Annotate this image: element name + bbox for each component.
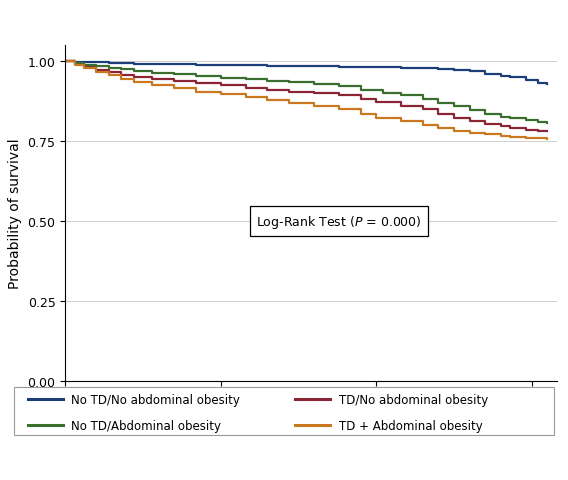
Text: Medscape: Medscape <box>10 454 81 467</box>
Text: Source: J Clin Endocrinol Metab © 2017 Endocrine Society: Source: J Clin Endocrinol Metab © 2017 E… <box>296 456 559 465</box>
Text: TD + Abdominal obesity: TD + Abdominal obesity <box>339 419 482 432</box>
Text: No TD/No abdominal obesity: No TD/No abdominal obesity <box>72 393 240 406</box>
Y-axis label: Probability of survival: Probability of survival <box>8 138 22 289</box>
Text: No TD/Abdominal obesity: No TD/Abdominal obesity <box>72 419 222 432</box>
Text: TD/No abdominal obesity: TD/No abdominal obesity <box>339 393 488 406</box>
X-axis label: Follow-up (month): Follow-up (month) <box>248 410 374 424</box>
Text: Log-Rank Test ($P$ = 0.000): Log-Rank Test ($P$ = 0.000) <box>256 213 422 230</box>
FancyBboxPatch shape <box>14 387 554 435</box>
